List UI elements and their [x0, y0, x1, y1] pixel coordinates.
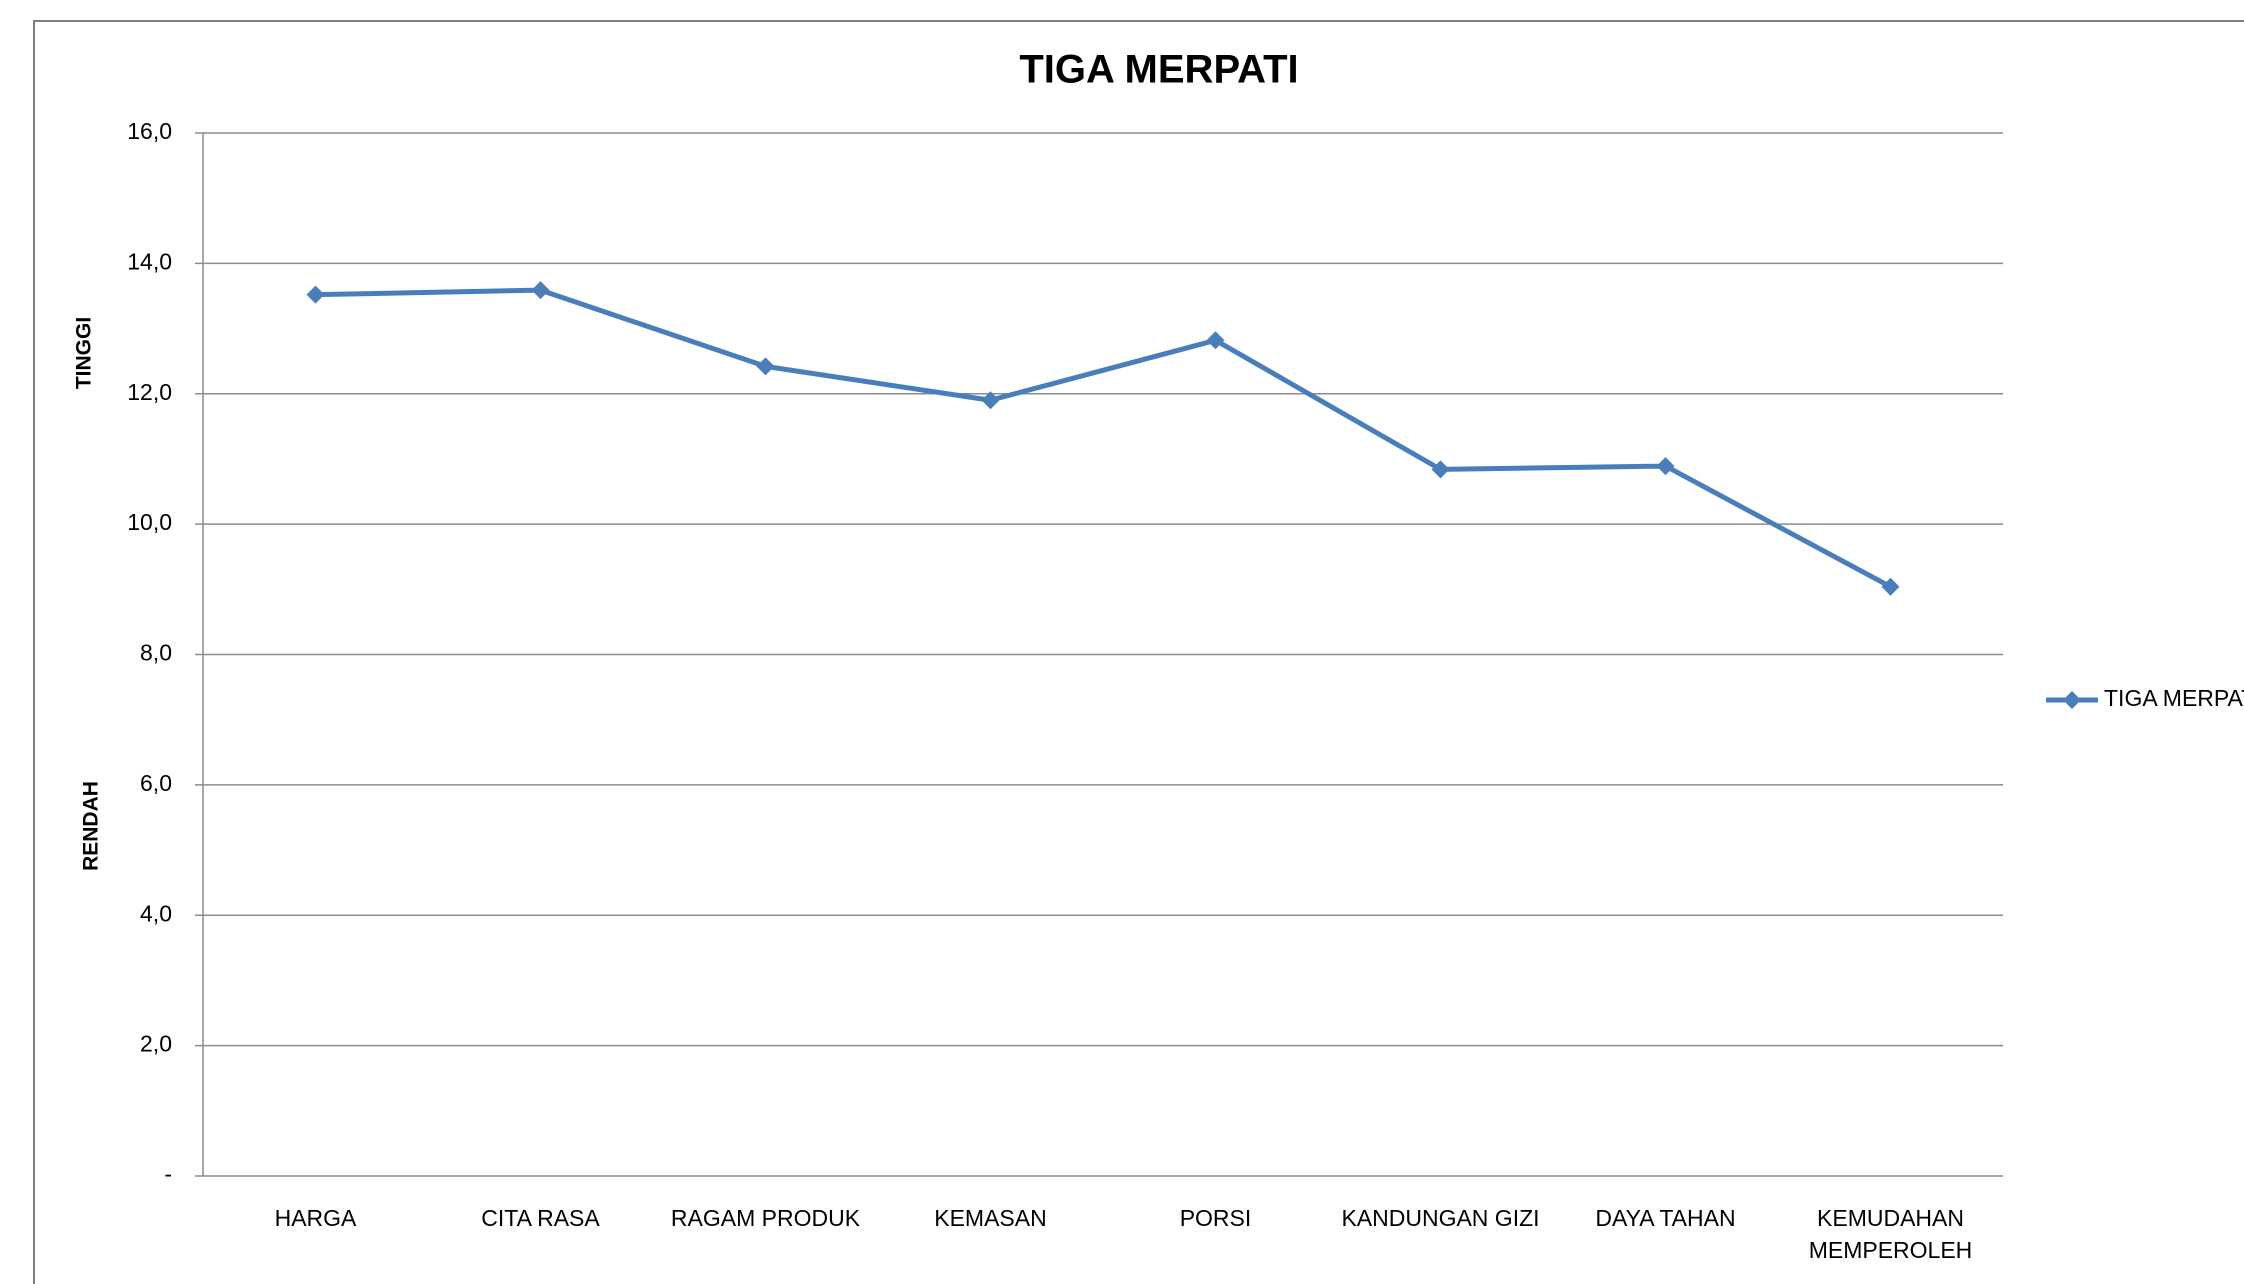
y-tick-label: -	[164, 1161, 172, 1187]
data-point	[531, 281, 550, 300]
y-tick-label: 2,0	[140, 1031, 172, 1057]
x-tick-label: KANDUNGAN GIZI	[1341, 1205, 1540, 1231]
y-tick-label: 14,0	[127, 248, 172, 274]
y-tick-label: 6,0	[140, 770, 172, 796]
chart-frame	[33, 20, 2244, 1284]
data-point	[1206, 331, 1225, 350]
x-tick-label: KEMASAN	[934, 1205, 1047, 1231]
data-point	[306, 285, 325, 304]
y-tick-label: 10,0	[127, 509, 172, 535]
x-tick-label: PORSI	[1179, 1205, 1252, 1231]
data-point	[1656, 457, 1675, 476]
data-point	[756, 357, 775, 376]
x-tick-label: HARGA	[274, 1205, 357, 1231]
series-line	[315, 287, 1892, 589]
data-point	[1431, 460, 1450, 479]
y-tick-label: 8,0	[140, 640, 172, 666]
y-label-low: RENDAH	[80, 781, 103, 871]
x-tick-label: CITA RASA	[481, 1205, 600, 1231]
legend-marker	[2063, 691, 2081, 709]
y-tick-label: 16,0	[127, 118, 172, 144]
legend-label: TIGA MERPATI	[2104, 685, 2244, 711]
y-label-high: TINGGI	[73, 317, 96, 389]
x-tick-label: DAYA TAHAN	[1595, 1205, 1736, 1231]
data-point	[1881, 577, 1900, 596]
y-tick-label: 4,0	[140, 900, 172, 926]
chart-title: TIGA MERPATI	[1019, 48, 1298, 92]
x-tick-label: RAGAM PRODUK	[670, 1205, 861, 1231]
data-point	[981, 391, 1000, 410]
x-tick-label: KEMUDAHAN MEMPEROLEH	[1808, 1205, 1973, 1263]
y-tick-label: 12,0	[127, 379, 172, 405]
